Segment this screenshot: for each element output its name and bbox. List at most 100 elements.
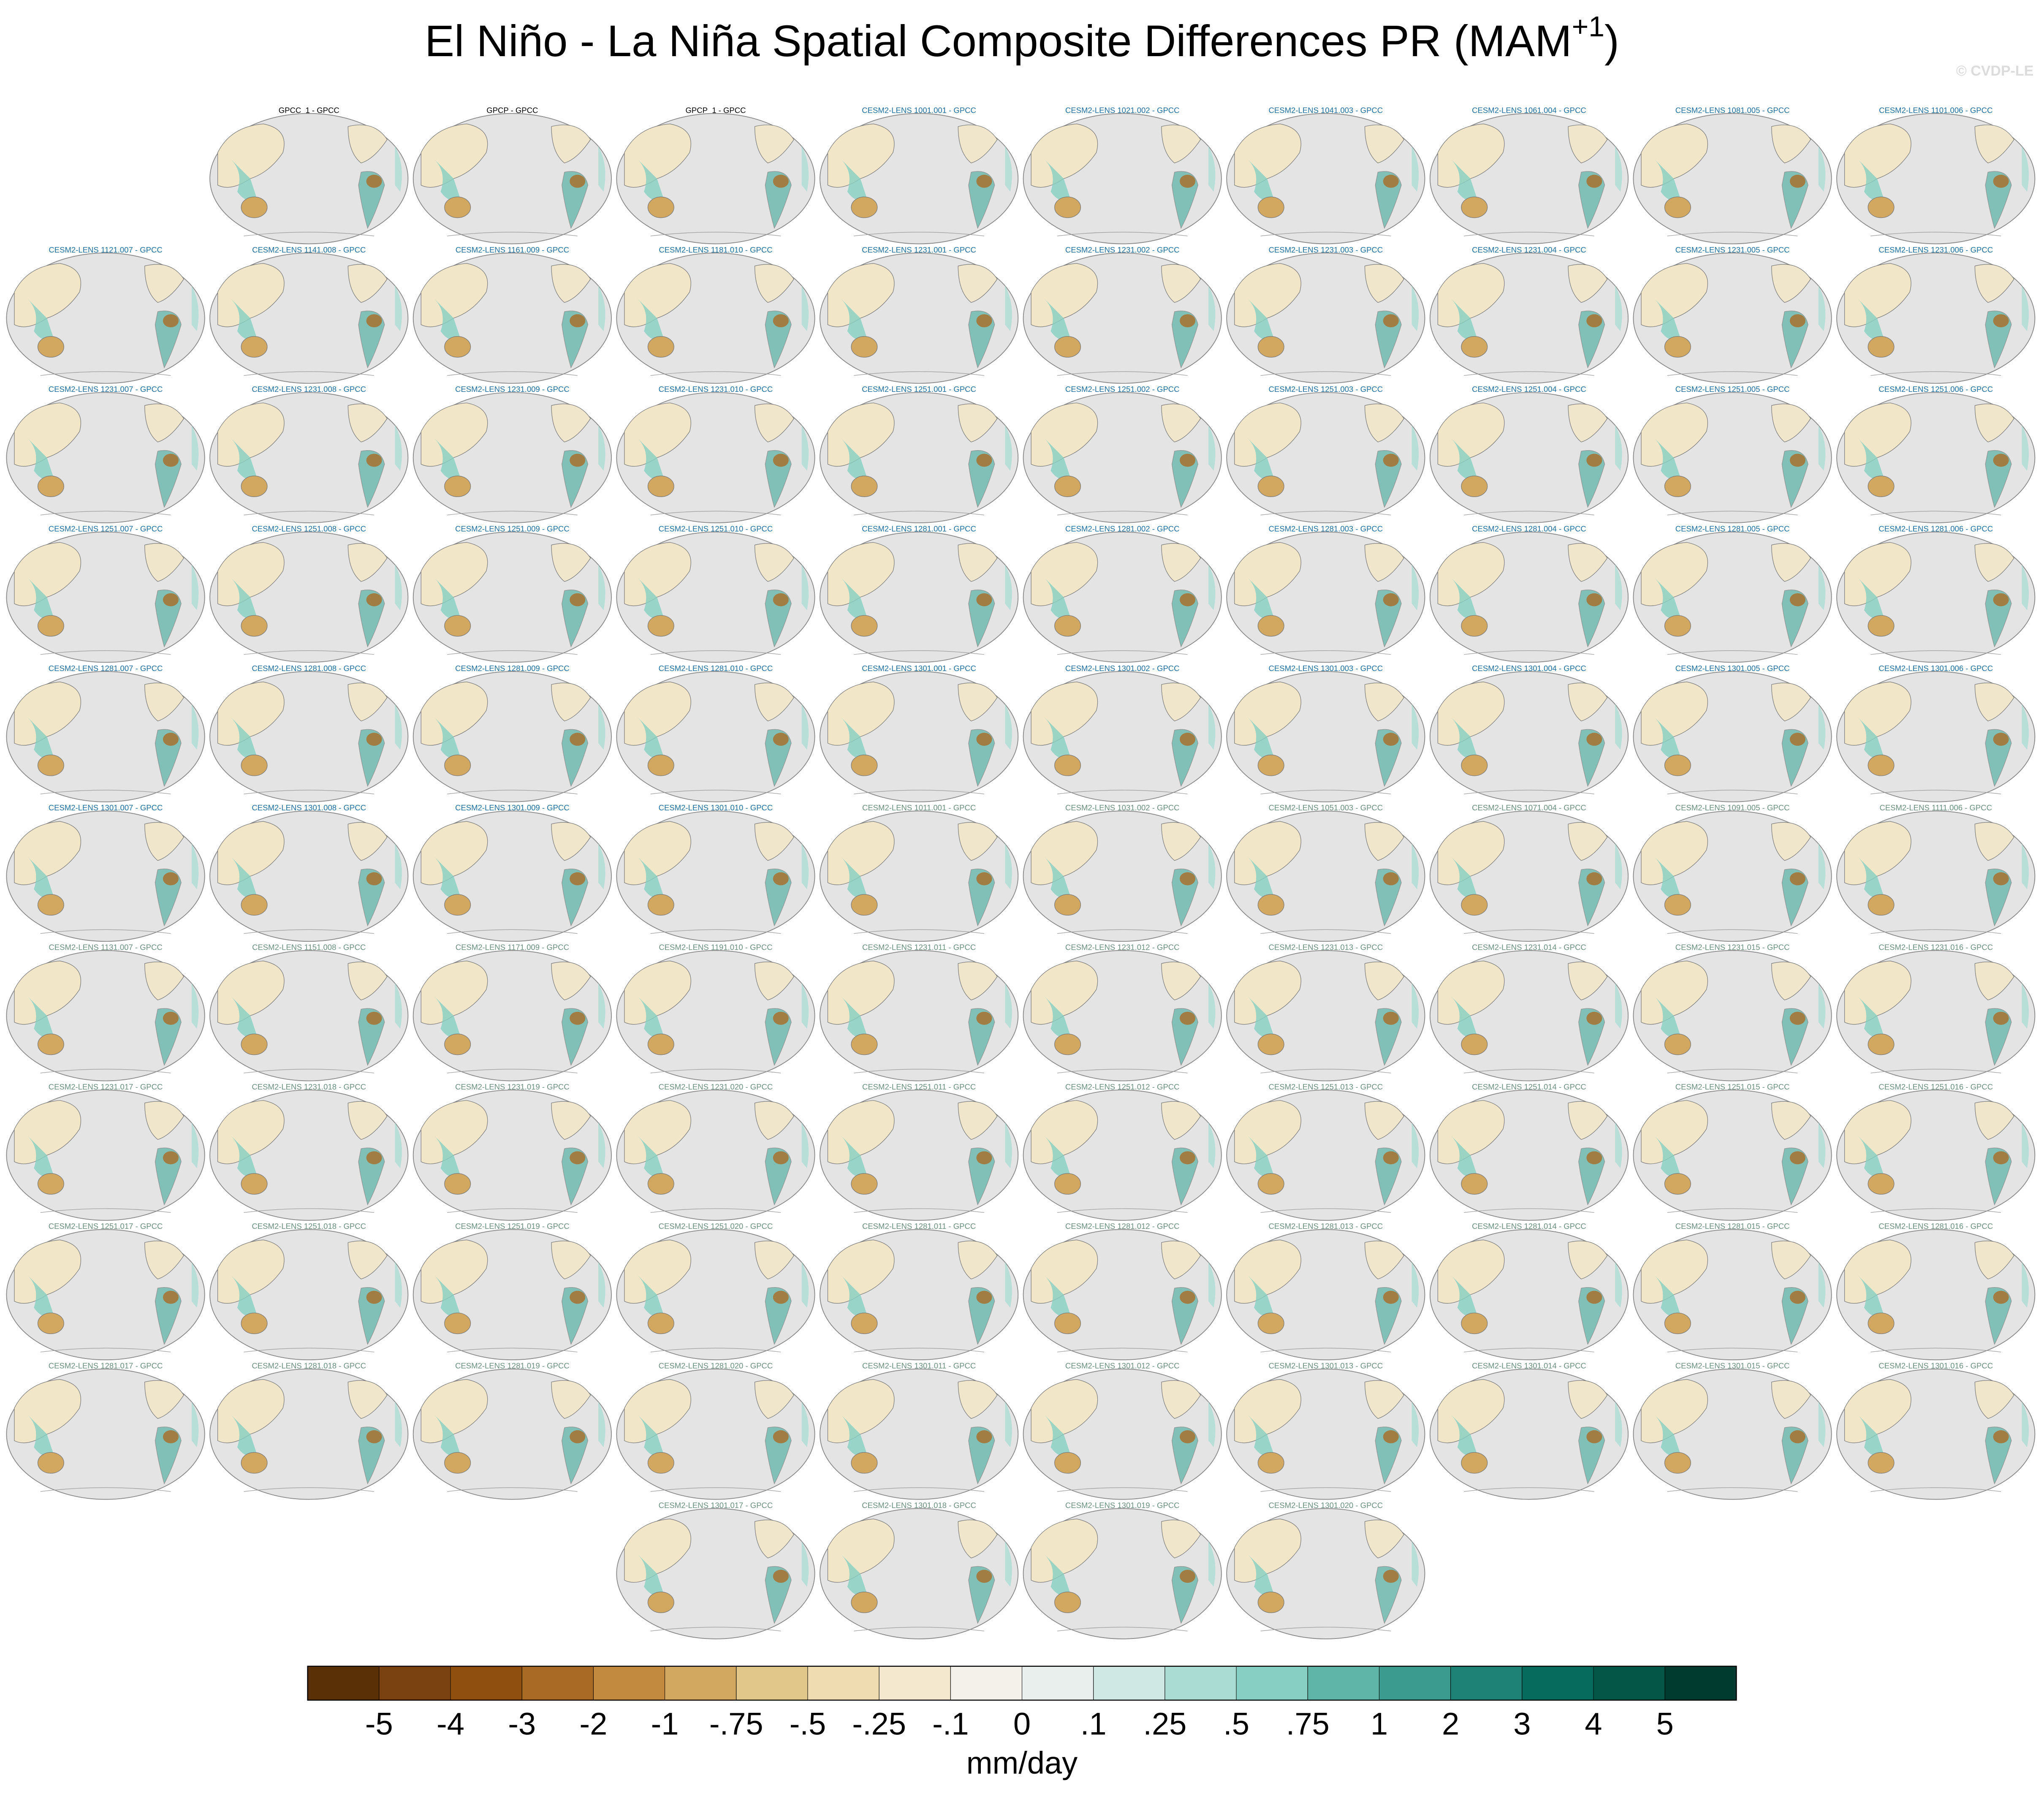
- map-land: [1857, 1275, 1884, 1317]
- map-land: [1031, 960, 1098, 1025]
- map-land: [1654, 1275, 1680, 1317]
- map-land: [624, 402, 691, 467]
- map-land: [191, 425, 199, 471]
- map-land: [827, 1100, 895, 1164]
- map-land: [191, 564, 199, 610]
- map-land: [754, 682, 794, 722]
- map-panel: CESM2-LENS 1251.014 - GPCC: [1429, 1082, 1629, 1221]
- map-panel: CESM2-LENS 1281.004 - GPCC: [1429, 524, 1629, 663]
- map-land: [241, 1033, 268, 1055]
- map-land: [1993, 1011, 2009, 1025]
- map-land: [1641, 821, 1708, 885]
- map-land: [347, 403, 388, 443]
- map-panel: CESM2-LENS 1251.002 - GPCC: [1023, 385, 1222, 524]
- map-panel: CESM2-LENS 1281.001 - GPCC: [820, 524, 1019, 663]
- map-land: [1180, 314, 1196, 328]
- map-land: [1789, 1011, 1806, 1025]
- map-land: [801, 1541, 809, 1587]
- panel-title: CESM2-LENS 1011.001 - GPCC: [862, 803, 976, 812]
- panel-title: CESM2-LENS 1301.018 - GPCC: [862, 1501, 976, 1510]
- map-land: [754, 962, 794, 1000]
- map-coast: [447, 1487, 578, 1492]
- map-land: [1461, 1033, 1488, 1055]
- map-land: [1364, 403, 1404, 443]
- map-land: [1161, 125, 1201, 163]
- map-land: [1161, 1240, 1201, 1280]
- map-land: [624, 821, 691, 885]
- map-land: [1568, 543, 1608, 582]
- map-coast: [650, 790, 781, 794]
- map-land: [1257, 1592, 1284, 1613]
- map-land: [1234, 263, 1301, 327]
- map-panel: CESM2-LENS 1231.008 - GPCC: [209, 385, 409, 524]
- map-land: [1247, 299, 1274, 340]
- map-land: [444, 336, 471, 358]
- map-panel: CESM2-LENS 1251.001 - GPCC: [820, 385, 1019, 524]
- map-land: [773, 1011, 789, 1025]
- map-land: [366, 1291, 382, 1304]
- panel-title: CESM2-LENS 1281.018 - GPCC: [252, 1361, 366, 1370]
- map-land: [551, 1380, 591, 1419]
- map-land: [1771, 962, 1811, 1000]
- map-land: [1234, 542, 1301, 606]
- map-land: [434, 299, 460, 340]
- map-coast: [1464, 929, 1594, 934]
- map-land: [976, 314, 992, 328]
- map-land: [1771, 264, 1811, 303]
- colorbar-label: -1: [651, 1706, 679, 1741]
- map-panel: CESM2-LENS 1101.006 - GPCC: [1836, 106, 2036, 245]
- map-land: [434, 1136, 460, 1177]
- map-panel: CESM2-LENS 1301.019 - GPCC: [1023, 1501, 1222, 1639]
- map-panel: CESM2-LENS 1281.016 - GPCC: [1836, 1222, 2036, 1361]
- map-land: [144, 1101, 185, 1140]
- map-land: [1857, 299, 1884, 340]
- panel-title: CESM2-LENS 1251.002 - GPCC: [1065, 385, 1180, 394]
- map-land: [598, 1122, 605, 1168]
- map-land: [366, 314, 382, 328]
- map-land: [958, 822, 998, 861]
- map-land: [1993, 1430, 2009, 1443]
- map-coast: [650, 371, 781, 376]
- map-coast: [1667, 1348, 1798, 1353]
- map-land: [1868, 1452, 1895, 1474]
- map-coast: [244, 790, 375, 794]
- map-land: [827, 123, 895, 188]
- map-panel: CESM2-LENS 1281.011 - GPCC: [820, 1222, 1019, 1361]
- map-land: [841, 577, 867, 619]
- map-panel: CESM2-LENS 1231.011 - GPCC: [820, 943, 1019, 1081]
- panel-title: CESM2-LENS 1301.003 - GPCC: [1269, 664, 1383, 673]
- map-land: [2022, 285, 2029, 331]
- map-land: [851, 336, 878, 358]
- panel-title: CESM2-LENS 1251.008 - GPCC: [252, 524, 366, 533]
- map-coast: [1667, 1069, 1798, 1073]
- map-coast: [244, 1487, 375, 1492]
- map-land: [421, 1100, 488, 1164]
- map-coast: [1667, 511, 1798, 516]
- map-coast: [244, 929, 375, 934]
- map-land: [1161, 682, 1201, 722]
- panel-title: CESM2-LENS 1281.015 - GPCC: [1675, 1222, 1790, 1231]
- panel-title: CESM2-LENS 1231.016 - GPCC: [1878, 943, 1993, 951]
- map-land: [1615, 425, 1622, 471]
- map-panel: CESM2-LENS 1041.003 - GPCC: [1226, 106, 1425, 245]
- map-land: [1857, 438, 1884, 480]
- map-coast: [40, 1069, 171, 1073]
- map-land: [163, 733, 179, 746]
- map-land: [551, 543, 591, 582]
- map-land: [598, 983, 605, 1029]
- colorbar-box: [593, 1666, 665, 1701]
- map-land: [773, 454, 789, 467]
- map-land: [1437, 960, 1505, 1025]
- map-land: [1664, 615, 1691, 637]
- map-land: [976, 1011, 992, 1025]
- map-land: [647, 336, 674, 358]
- map-coast: [447, 371, 578, 376]
- map-land: [647, 1173, 674, 1195]
- map-panel: CESM2-LENS 1121.007 - GPCC: [6, 245, 205, 384]
- map-land: [1247, 577, 1274, 619]
- map-coast: [244, 650, 375, 655]
- map-land: [1412, 1541, 1419, 1587]
- map-land: [1437, 402, 1505, 467]
- colorbar-label: -2: [579, 1706, 607, 1741]
- map-coast: [1260, 1348, 1391, 1353]
